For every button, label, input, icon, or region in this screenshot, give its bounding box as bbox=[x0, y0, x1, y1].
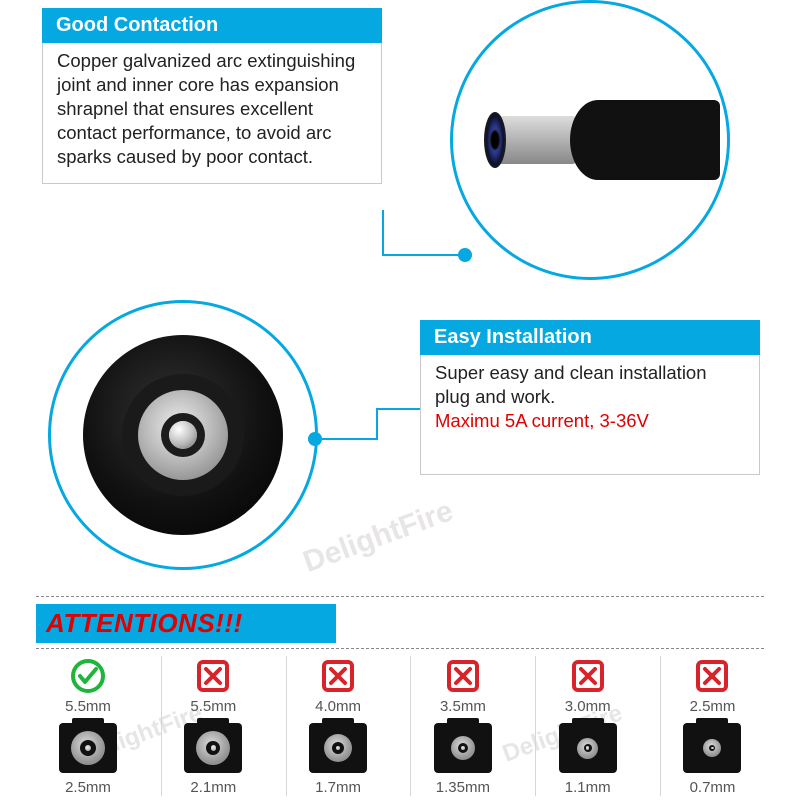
inner-diameter: 2.1mm bbox=[190, 779, 236, 796]
connector-illustration bbox=[434, 723, 492, 773]
connector-illustration bbox=[59, 723, 117, 773]
cross-icon bbox=[694, 658, 730, 694]
outer-diameter: 3.0mm bbox=[565, 698, 611, 715]
section-header: Good Contaction bbox=[42, 8, 382, 43]
connector-illustration bbox=[309, 723, 367, 773]
outer-diameter: 2.5mm bbox=[690, 698, 736, 715]
check-icon bbox=[70, 658, 106, 694]
plug-side-illustration bbox=[460, 100, 720, 180]
cross-icon bbox=[320, 658, 356, 694]
good-contaction-section: Good Contaction Copper galvanized arc ex… bbox=[42, 8, 382, 184]
section-body: Copper galvanized arc extinguishing join… bbox=[42, 43, 382, 184]
callout-circle-plug-front bbox=[48, 300, 318, 570]
outer-diameter: 5.5mm bbox=[190, 698, 236, 715]
connector-illustration bbox=[559, 723, 617, 773]
divider-top bbox=[36, 596, 764, 597]
connector-illustration bbox=[683, 723, 741, 773]
callout-circle-plug-side bbox=[450, 0, 730, 280]
cross-icon bbox=[195, 658, 231, 694]
compat-column: 3.0mm 1.1mm bbox=[535, 656, 639, 796]
outer-diameter: 3.5mm bbox=[440, 698, 486, 715]
compat-column: 3.5mm 1.35mm bbox=[410, 656, 514, 796]
spec-highlight: Maximu 5A current, 3-36V bbox=[435, 410, 649, 431]
compat-column: 5.5mm 2.1mm bbox=[161, 656, 265, 796]
outer-diameter: 4.0mm bbox=[315, 698, 361, 715]
compat-column: 2.5mm 0.7mm bbox=[660, 656, 764, 796]
easy-installation-section: Easy Installation Super easy and clean i… bbox=[420, 320, 760, 475]
section-body: Super easy and clean installation plug a… bbox=[420, 355, 760, 475]
divider-bottom bbox=[36, 648, 764, 649]
connector-illustration bbox=[184, 723, 242, 773]
attentions-banner: ATTENTIONS!!! bbox=[36, 604, 336, 643]
section-body-text: Super easy and clean installation plug a… bbox=[435, 362, 707, 407]
inner-diameter: 1.35mm bbox=[436, 779, 490, 796]
cross-icon bbox=[445, 658, 481, 694]
outer-diameter: 5.5mm bbox=[65, 698, 111, 715]
section-header: Easy Installation bbox=[420, 320, 760, 355]
compat-column: 4.0mm 1.7mm bbox=[286, 656, 390, 796]
inner-diameter: 1.7mm bbox=[315, 779, 361, 796]
compatibility-grid: 5.5mm 2.5mm 5.5mm 2.1mm 4.0mm 1.7mm bbox=[36, 656, 764, 796]
inner-diameter: 1.1mm bbox=[565, 779, 611, 796]
watermark: DelightFire bbox=[299, 494, 458, 580]
inner-diameter: 0.7mm bbox=[690, 779, 736, 796]
inner-diameter: 2.5mm bbox=[65, 779, 111, 796]
compat-column: 5.5mm 2.5mm bbox=[36, 656, 140, 796]
cross-icon bbox=[570, 658, 606, 694]
plug-front-illustration bbox=[83, 335, 283, 535]
